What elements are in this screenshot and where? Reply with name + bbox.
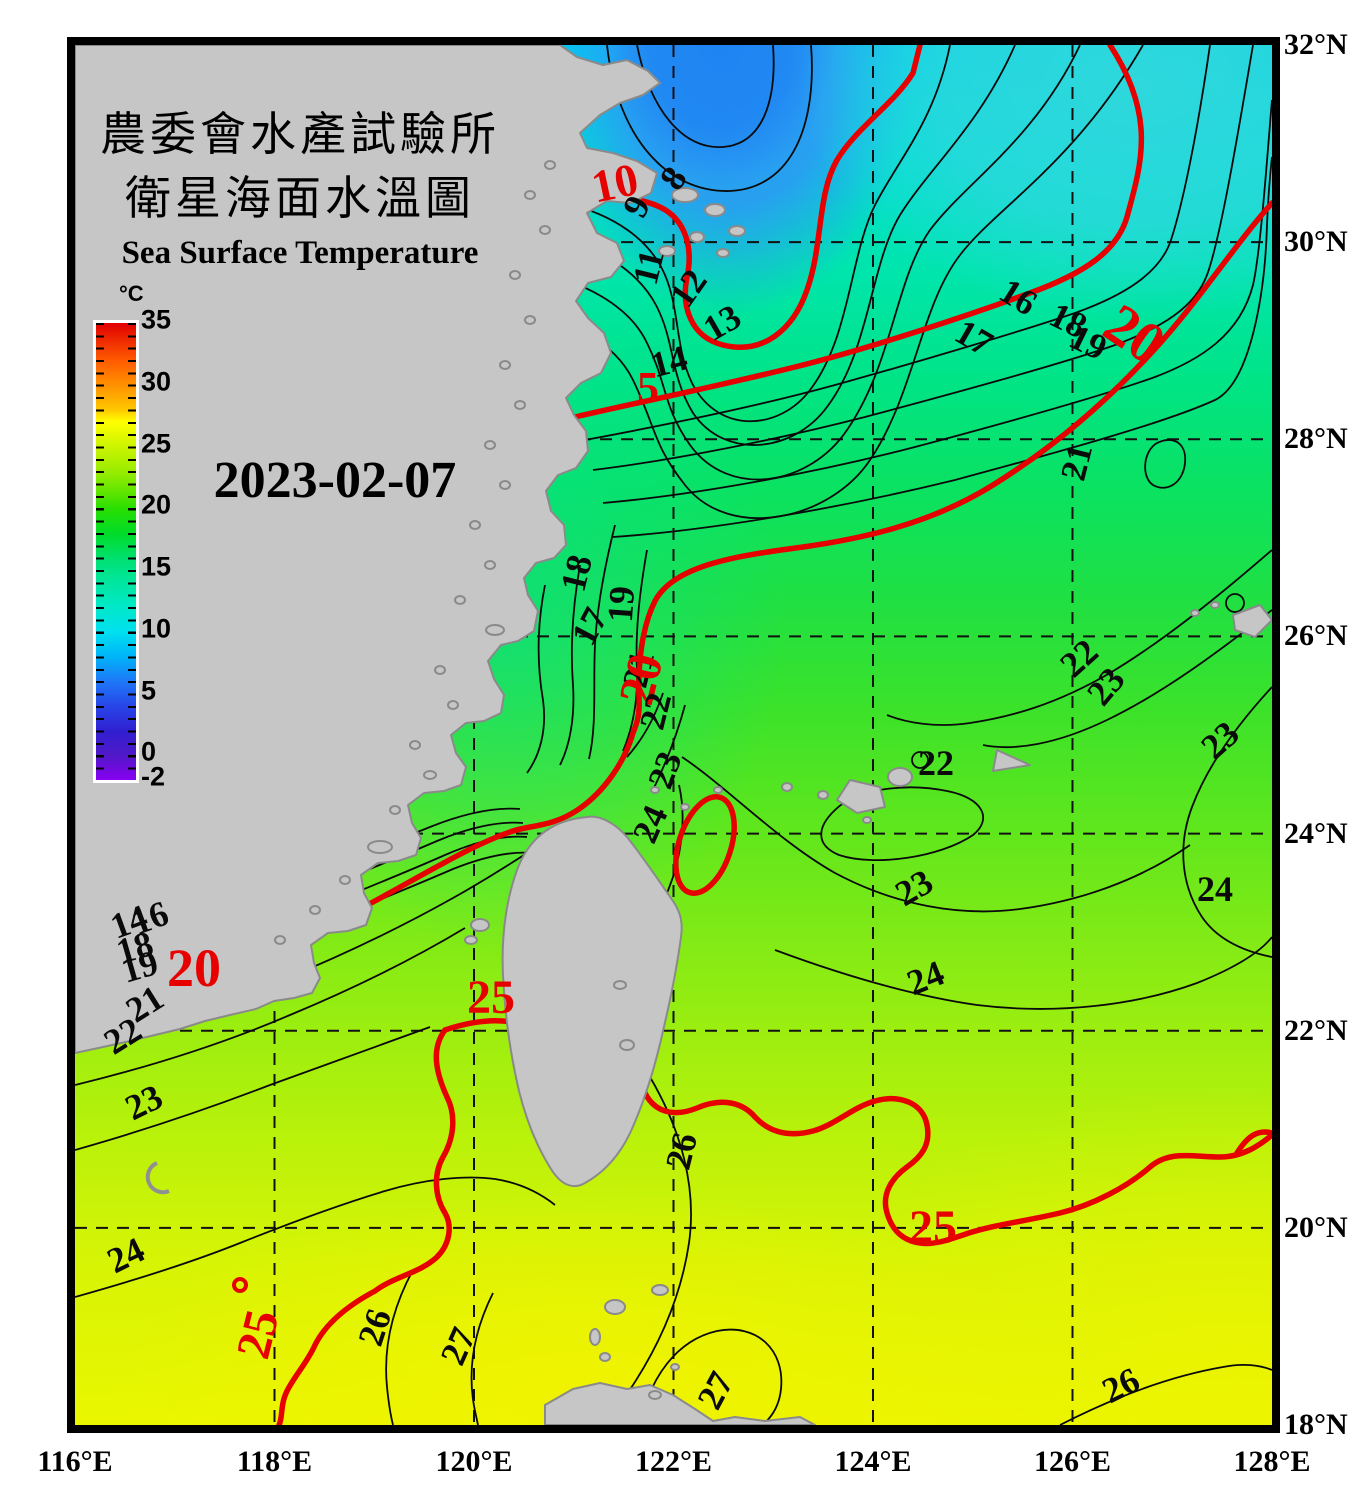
longitude-label: 118°E (236, 1445, 313, 1478)
title-line3-en: Sea Surface Temperature (121, 235, 479, 271)
contour-label: 24 (1197, 869, 1233, 909)
contour-label: 22 (918, 743, 954, 783)
longitude-label: 124°E (834, 1445, 912, 1478)
title-block: 農委會水產試驗所 衛星海面水溫圖 Sea Surface Temperature (80, 103, 520, 272)
colorbar-ticks-left (96, 323, 104, 780)
map-frame: 8 9 10 11 12 13 14 5 16 17 18 19 20 21 18 19 17 21 20 22 23 2… (67, 37, 1280, 1433)
latitude-label: 28°N (1284, 422, 1348, 456)
latitude-label: 30°N (1284, 225, 1348, 259)
latitude-label: 32°N (1284, 28, 1348, 61)
title-line2-zh: 衛星海面水溫圖 (125, 173, 475, 224)
contour-label: 10 (587, 153, 643, 212)
colorbar (93, 320, 139, 783)
latitude-label: 24°N (1284, 816, 1348, 850)
contour-label: 25 (909, 1201, 957, 1254)
land-masses (75, 45, 1272, 1425)
longitude-label: 122°E (634, 1445, 713, 1478)
contour-label: 5 (637, 363, 659, 412)
colorbar-ticks-right (128, 323, 136, 780)
black-isotherms (75, 45, 1272, 1425)
taiwan-island (501, 815, 683, 1188)
latitude-label: 26°N (1284, 619, 1348, 653)
china-coast (75, 45, 661, 1054)
latitude-label: 18°N (1284, 1408, 1348, 1441)
longitude-label: 116°E (37, 1445, 113, 1478)
contour-label: 19 (600, 585, 642, 624)
longitude-label: 120°E (435, 1445, 513, 1478)
longitude-label: 128°E (1233, 1445, 1311, 1478)
latitude-label: 20°N (1284, 1210, 1348, 1244)
latitude-label: 22°N (1284, 1013, 1348, 1047)
date-label: 2023-02-07 (213, 452, 457, 509)
colorbar-unit-label: °C (119, 281, 144, 306)
longitude-label: 126°E (1033, 1445, 1112, 1478)
title-line1-zh: 農委會水產試驗所 (100, 109, 500, 160)
contour-label: 25 (467, 971, 515, 1024)
luzon-island (544, 1382, 816, 1425)
contour-label: 20 (167, 938, 221, 998)
